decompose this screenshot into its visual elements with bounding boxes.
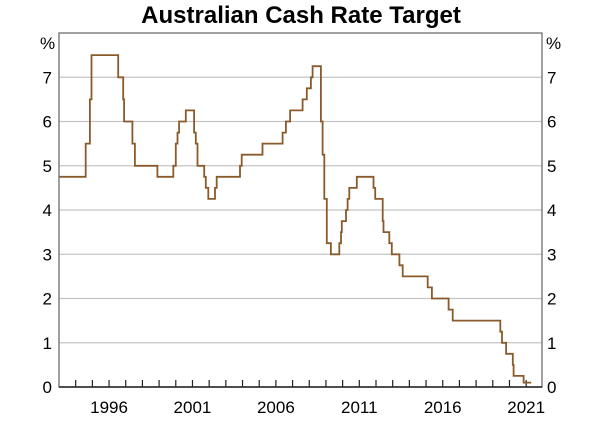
x-axis-ticks [75, 380, 527, 387]
y-tick-label: 1 [547, 334, 556, 353]
y-tick-label: 6 [547, 113, 556, 132]
y-axis-unit-left: % [40, 34, 55, 53]
y-axis-left-labels: 0 1 2 3 4 5 6 7 [43, 68, 52, 397]
y-tick-label: 4 [547, 201, 556, 220]
y-axis-unit-right: % [546, 34, 561, 53]
x-tick-label: 2016 [424, 398, 462, 417]
y-tick-label: 7 [547, 68, 556, 87]
x-tick-label: 2006 [257, 398, 295, 417]
x-tick-label: 2021 [507, 398, 545, 417]
y-tick-label: 4 [43, 201, 52, 220]
y-tick-label: 6 [43, 113, 52, 132]
y-tick-label: 7 [43, 68, 52, 87]
x-axis-labels: 1996 2001 2006 2011 2016 2021 [90, 398, 545, 417]
y-tick-label: 5 [43, 157, 52, 176]
chart-title: Australian Cash Rate Target [141, 2, 461, 29]
x-tick-label: 2011 [341, 398, 378, 417]
y-axis-right-labels: 0 1 2 3 4 5 6 7 [547, 68, 556, 397]
gridlines [59, 76, 542, 344]
y-tick-label: 3 [547, 245, 556, 264]
y-tick-label: 3 [43, 245, 52, 264]
x-tick-label: 2001 [174, 398, 212, 417]
x-tick-label: 1996 [90, 398, 128, 417]
y-tick-label: 2 [547, 290, 556, 309]
y-tick-label: 0 [43, 378, 52, 397]
y-tick-label: 5 [547, 157, 556, 176]
cash-rate-line [59, 54, 532, 384]
y-tick-label: 2 [43, 290, 52, 309]
y-tick-label: 0 [547, 378, 556, 397]
y-tick-label: 1 [43, 334, 52, 353]
